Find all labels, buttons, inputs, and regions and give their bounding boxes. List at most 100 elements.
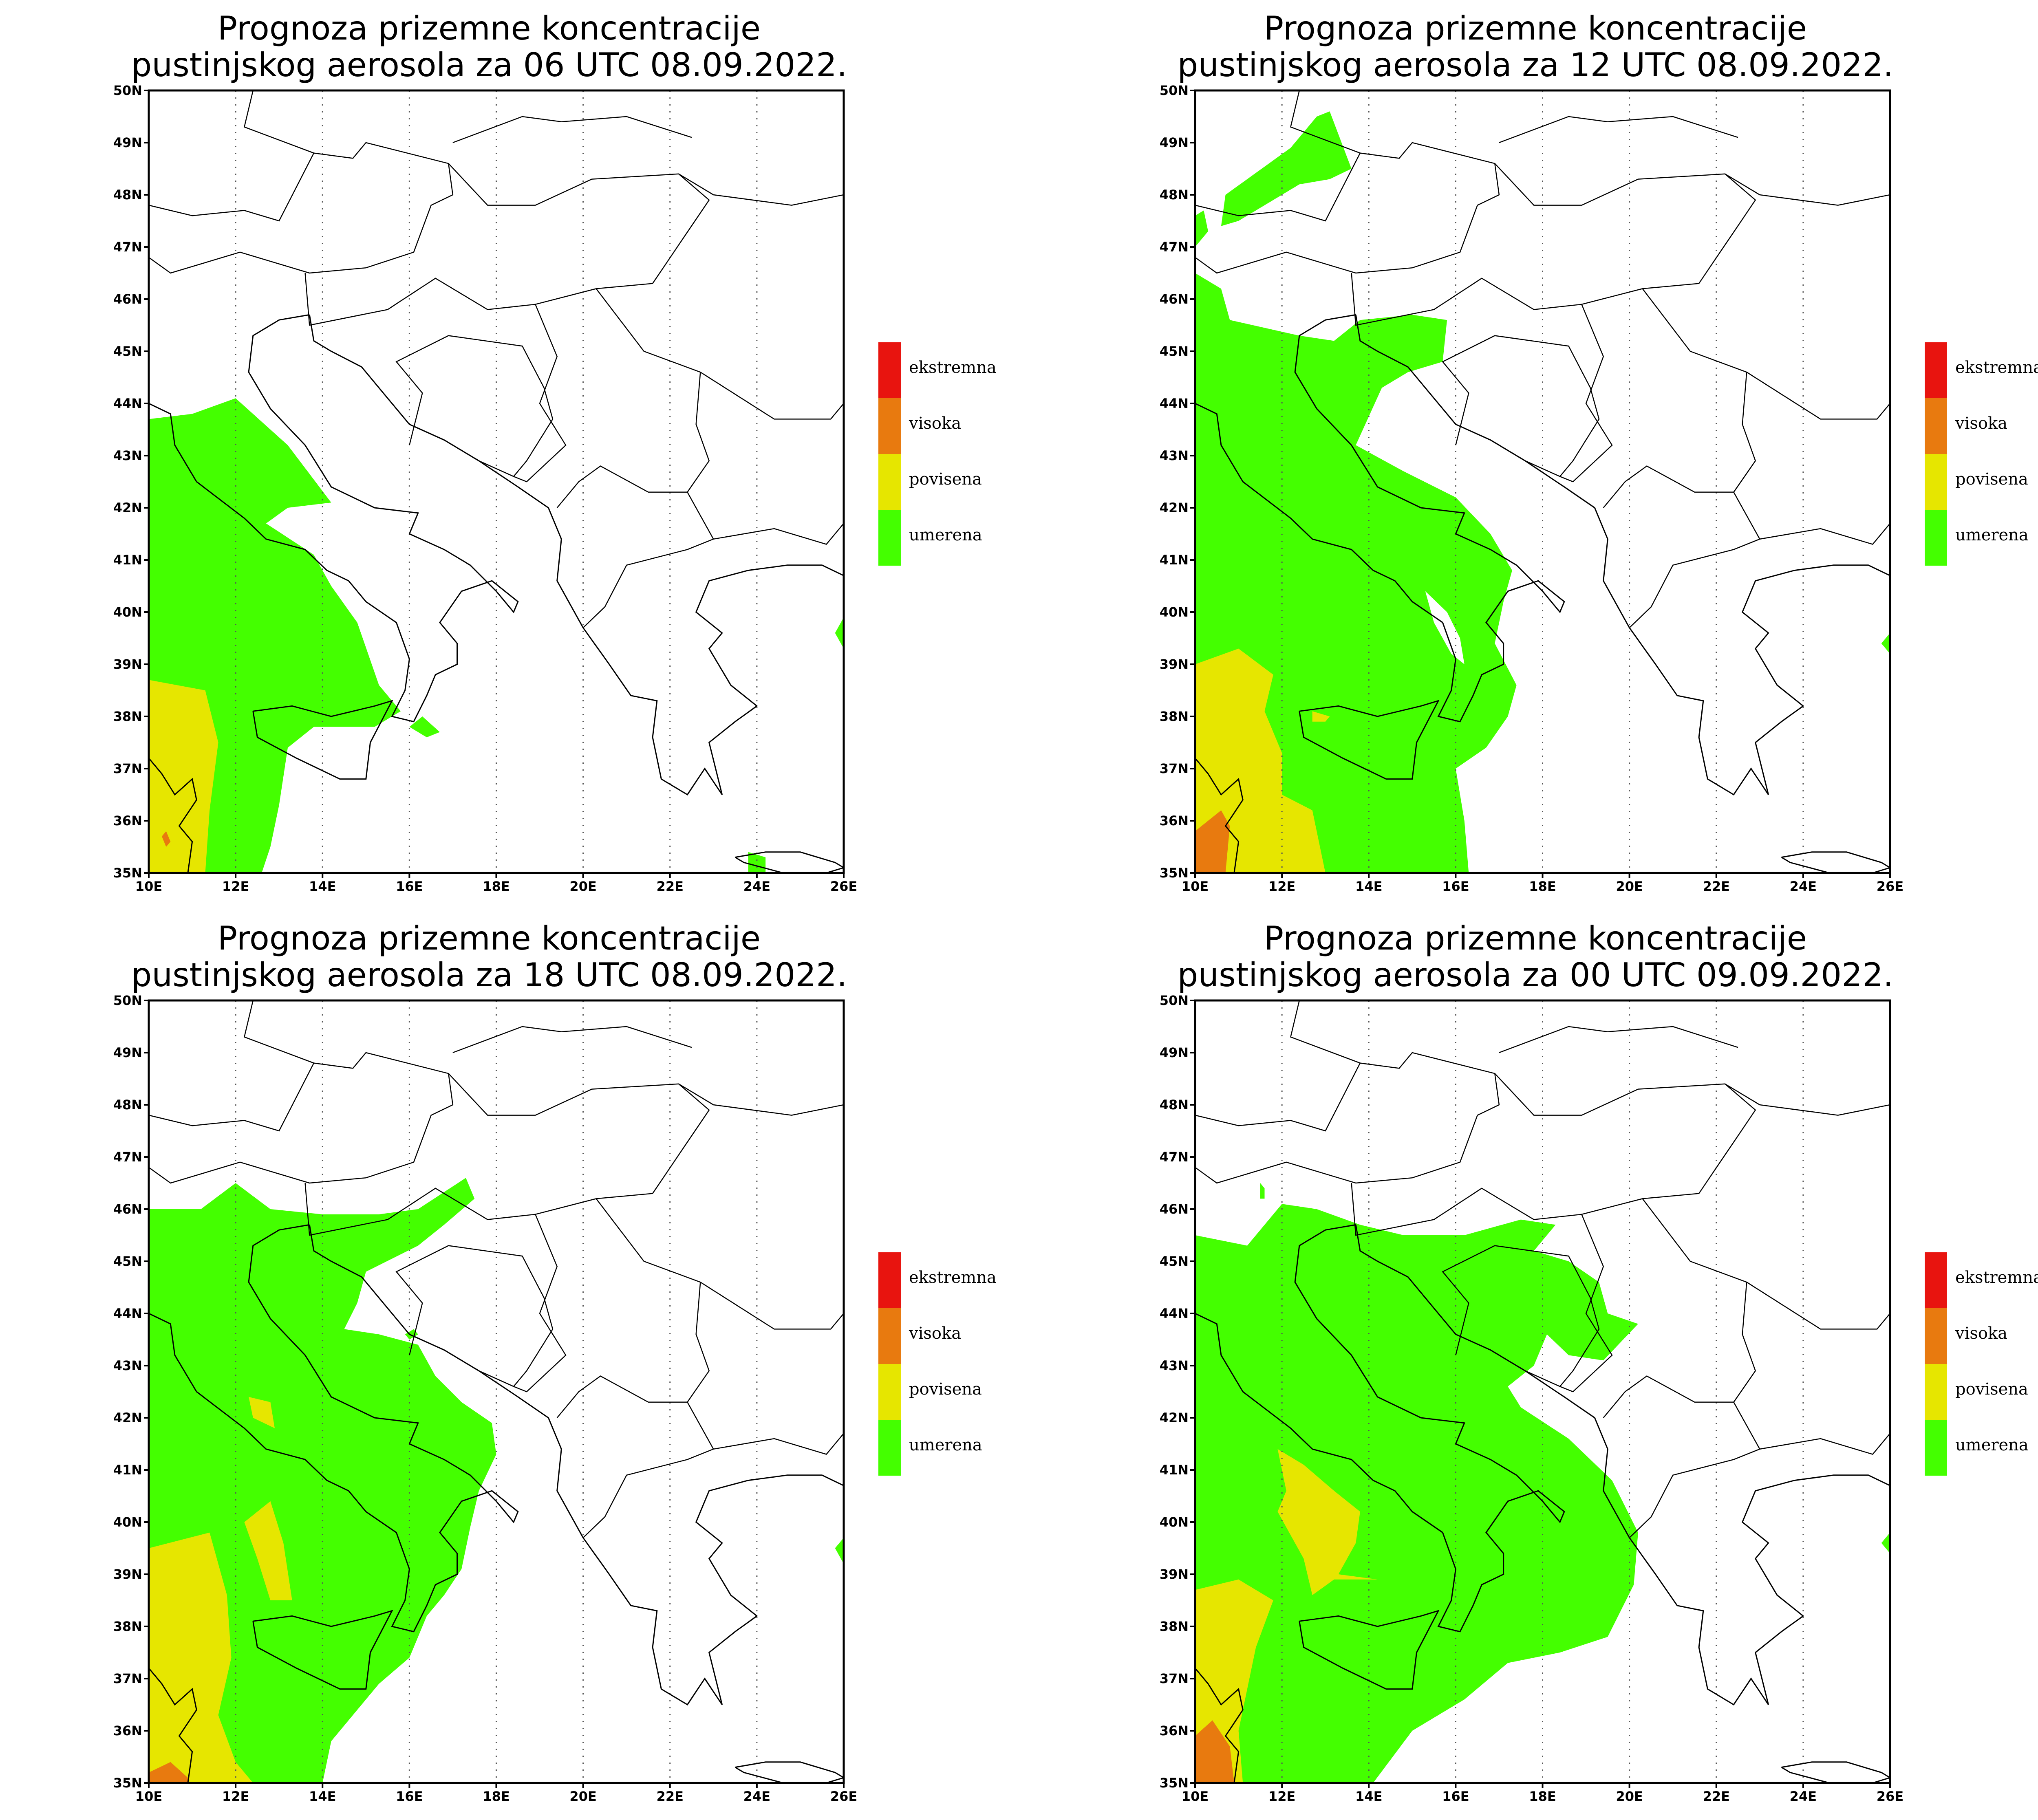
lat-label: 50N — [1160, 83, 1189, 98]
country-border — [149, 142, 454, 274]
country-border — [1499, 116, 1738, 143]
aerosol-area-moderate — [1195, 210, 1208, 247]
lon-label: 14E — [309, 1789, 336, 1804]
lon-label: 12E — [222, 1789, 249, 1804]
map-svg: 50N 49N 48N 47N 46N 45N 44N 43N 42N 41N 40N 39N 38N 3… — [1160, 83, 2038, 894]
coastline — [582, 1474, 844, 1706]
map-panel-00utc: Prognoza prizemne koncentracije pustinjs… — [1046, 910, 2038, 1820]
aerosol-area-moderate — [1881, 633, 1890, 654]
lon-label: 20E — [569, 879, 596, 894]
lat-label: 38N — [1160, 709, 1189, 724]
lat-label: 41N — [113, 1462, 142, 1478]
legend-swatch-povisena — [878, 1364, 901, 1420]
legend-swatch-povisena — [1925, 1364, 1947, 1420]
coastline — [1355, 315, 1630, 628]
legend-swatch-visoka — [878, 1308, 901, 1364]
coastline — [1299, 1610, 1440, 1690]
lat-label: 48N — [113, 187, 142, 203]
lon-label: 12E — [1268, 879, 1295, 894]
panel-title: Prognoza prizemne koncentracije pustinjs… — [122, 10, 856, 84]
lat-label: 41N — [113, 552, 142, 568]
lat-label: 36N — [1160, 1723, 1189, 1738]
coastline — [1195, 1668, 1244, 1783]
lon-label: 18E — [483, 1789, 510, 1804]
aerosol-area-moderate — [1221, 111, 1352, 226]
coastline — [149, 758, 197, 873]
lat-label: 45N — [113, 344, 142, 359]
map-svg: 50N 49N 48N 47N 46N 45N 44N 43N 42N 41N 40N 39N 38N 3… — [113, 993, 997, 1804]
country-border — [596, 288, 710, 493]
lat-label: 43N — [113, 448, 142, 463]
lat-label: 42N — [1160, 500, 1189, 516]
panel-title-line1: Prognoza prizemne koncentracije — [1264, 919, 1807, 957]
aerosol-area-moderate — [1195, 1204, 1638, 1783]
lat-label: 40N — [1160, 1514, 1189, 1530]
map-content — [1195, 1000, 1890, 1783]
map-panel-12utc: Prognoza prizemne koncentracije pustinjs… — [1046, 0, 2038, 910]
lat-label: 50N — [113, 993, 142, 1008]
lon-label: 24E — [743, 1789, 770, 1804]
aerosol-area-moderate — [409, 716, 440, 738]
country-border — [1760, 1433, 1890, 1455]
country-border — [713, 1433, 844, 1455]
legend-label-umerena: umerena — [909, 1436, 982, 1454]
panel-title-line1: Prognoza prizemne koncentracije — [1264, 9, 1807, 47]
coastline — [734, 851, 844, 873]
panel-title-line2: pustinjskog aerosola za 18 UTC 08.09.202… — [131, 956, 847, 994]
country-border — [304, 1183, 567, 1393]
country-border — [596, 1198, 710, 1403]
lat-label: 41N — [1160, 552, 1189, 568]
lat-label: 39N — [113, 657, 142, 672]
lon-label: 16E — [1442, 1789, 1469, 1804]
lat-label: 41N — [1160, 1462, 1189, 1478]
country-border — [678, 173, 844, 206]
country-border — [1642, 288, 1756, 493]
lat-label: 36N — [113, 813, 142, 828]
lat-label: 42N — [113, 1410, 142, 1426]
aerosol-area-elevated — [1195, 648, 1326, 873]
legend-swatch-povisena — [878, 454, 901, 510]
country-border — [448, 1073, 710, 1215]
coastline — [1195, 758, 1244, 873]
lon-label: 22E — [657, 879, 684, 894]
lon-label: 14E — [309, 879, 336, 894]
aerosol-area-moderate — [1881, 1532, 1890, 1553]
lat-label: 50N — [1160, 993, 1189, 1008]
country-border — [1725, 1083, 1890, 1116]
coastline — [149, 1668, 197, 1783]
lat-label: 35N — [113, 865, 142, 881]
lon-label: 20E — [1616, 1789, 1643, 1804]
aerosol-area-moderate — [835, 1538, 844, 1564]
country-border — [304, 273, 567, 483]
legend-label-ekstremna: ekstremna — [1955, 358, 2038, 377]
legend-label-povisena: povisena — [1955, 470, 2028, 489]
country-border — [678, 1083, 844, 1116]
country-border — [1195, 1000, 1361, 1132]
country-border — [1746, 1282, 1890, 1330]
lat-label: 49N — [1160, 1045, 1189, 1060]
aerosol-area-elevated — [149, 680, 218, 873]
lat-label: 49N — [1160, 135, 1189, 150]
panel-title-line2: pustinjskog aerosola za 12 UTC 08.09.202… — [1177, 46, 1894, 84]
country-border — [1351, 273, 1613, 483]
map-content — [149, 90, 844, 873]
lat-label: 44N — [113, 396, 142, 411]
lat-label: 40N — [1160, 604, 1189, 620]
coastline — [149, 314, 519, 723]
legend-swatch-ekstremna — [878, 342, 901, 398]
coastline — [309, 315, 584, 628]
legend-swatch-umerena — [878, 510, 901, 566]
country-border — [556, 1375, 715, 1538]
legend-label-umerena: umerena — [1955, 1436, 2029, 1454]
lat-label: 47N — [113, 239, 142, 255]
country-border — [1494, 163, 1756, 305]
lon-label: 26E — [1877, 1789, 1903, 1804]
country-border — [1195, 142, 1500, 274]
country-border — [1351, 1183, 1613, 1393]
lon-label: 18E — [1529, 879, 1556, 894]
aerosol-area-high — [149, 1762, 188, 1783]
lat-label: 39N — [1160, 657, 1189, 672]
country-border — [1494, 1073, 1756, 1215]
lon-label: 18E — [1529, 1789, 1556, 1804]
panel-title-line1: Prognoza prizemne koncentracije — [217, 9, 761, 47]
